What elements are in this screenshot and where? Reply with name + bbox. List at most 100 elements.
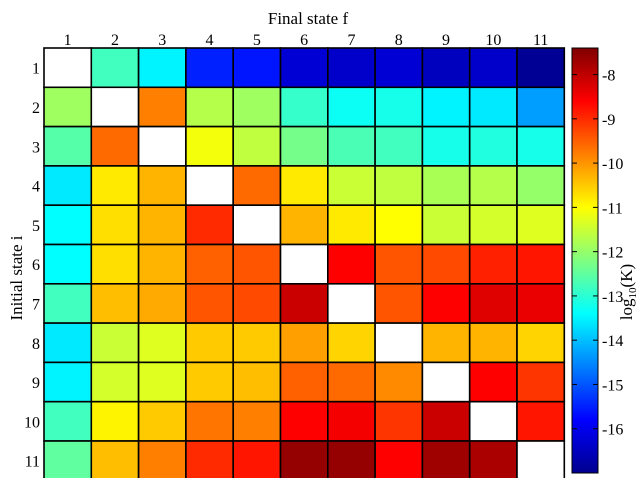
heatmap-cell (326, 204, 376, 246)
heatmap-cell (185, 86, 234, 128)
heatmap-cell (326, 400, 376, 442)
heatmap-cell (468, 440, 518, 482)
heatmap-cell (137, 125, 187, 167)
heatmap-cell (374, 322, 424, 364)
heatmap-cell (137, 243, 187, 285)
heatmap-cell (43, 322, 93, 364)
y-tick-label: 7 (32, 296, 40, 313)
heatmap-cell (374, 125, 424, 167)
heatmap-cell (232, 47, 282, 89)
heatmap-cell (232, 440, 282, 482)
heatmap-cell (185, 322, 234, 364)
heatmap-cell (421, 400, 471, 442)
heatmap-cell (468, 361, 518, 403)
heatmap-cell (421, 47, 471, 89)
heatmap-cell (326, 322, 376, 364)
heatmap-cell (468, 165, 518, 206)
heatmap-cell (516, 243, 566, 285)
heatmap-cell (326, 165, 376, 206)
heatmap-cell (185, 204, 234, 246)
heatmap-cell (516, 440, 566, 482)
heatmap-cell (185, 282, 234, 324)
heatmap-cell (421, 322, 471, 364)
heatmap-cell (516, 204, 566, 246)
heatmap-cell (90, 125, 140, 167)
x-tick-label: 9 (442, 32, 450, 49)
heatmap-cell (468, 400, 518, 442)
colorbar-tick-label: -10 (602, 156, 623, 173)
x-tick-label: 4 (206, 32, 214, 49)
heatmap-cell (90, 322, 140, 364)
y-tick-label: 2 (32, 100, 40, 117)
heatmap-cell (326, 125, 376, 167)
heatmap-cell (232, 361, 282, 403)
y-tick-label: 6 (32, 257, 40, 274)
heatmap-cell (421, 125, 471, 167)
heatmap-cell (185, 165, 234, 206)
heatmap-cell (137, 204, 187, 246)
heatmap-cell (90, 204, 140, 246)
x-tick-label: 6 (300, 32, 308, 49)
heatmap-cell (90, 86, 140, 128)
heatmap-cell (279, 243, 329, 285)
heatmap-cell (137, 86, 187, 128)
y-axis-label: Initial state i (7, 235, 26, 320)
heatmap-cell (232, 282, 282, 324)
heatmap-cell (326, 282, 376, 324)
heatmap-cell (468, 47, 518, 89)
heatmap-cell (374, 282, 424, 324)
heatmap-cell (43, 165, 93, 206)
heatmap-cell (516, 47, 566, 89)
heatmap-cell (232, 125, 282, 167)
heatmap-cell (232, 204, 282, 246)
heatmap-cell (516, 400, 566, 442)
x-axis-label: Final state f (268, 9, 349, 28)
colorbar-tick-label: -16 (602, 422, 623, 439)
heatmap-cell (421, 204, 471, 246)
heatmap-cell (279, 282, 329, 324)
y-tick-label: 4 (32, 179, 40, 196)
heatmap-cell (421, 86, 471, 128)
heatmap-cell (279, 322, 329, 364)
heatmap-cell (279, 165, 329, 206)
heatmap-cell (137, 165, 187, 206)
x-tick-labels: 1 2 3 4 5 6 7 8 9 10 11 (64, 32, 549, 49)
heatmap-cell (279, 204, 329, 246)
heatmap-cell (421, 440, 471, 482)
heatmap-cell (137, 47, 187, 89)
heatmap-cell (279, 125, 329, 167)
heatmap-cell (421, 282, 471, 324)
heatmap-cell (279, 86, 329, 128)
heatmap-cell (374, 361, 424, 403)
x-tick-label: 2 (111, 32, 119, 49)
heatmap-cell (421, 361, 471, 403)
colorbar-tick-label: -14 (602, 333, 623, 350)
heatmap-cell (516, 165, 566, 206)
heatmap-cell (516, 322, 566, 364)
heatmap-cell (90, 282, 140, 324)
heatmap-cell (43, 47, 93, 89)
heatmap-cell (516, 86, 566, 128)
heatmap-cell (326, 243, 376, 285)
heatmap-cell (185, 440, 234, 482)
heatmap-cell (137, 440, 187, 482)
heatmap-cell (468, 282, 518, 324)
heatmap-cell (326, 47, 376, 89)
colorbar-ticks: -16 -15 -14 -13 -12 -11 -10 -9 -8 (572, 68, 623, 439)
heatmap-cell (468, 322, 518, 364)
x-tick-label: 3 (158, 32, 166, 49)
heatmap-cell (90, 440, 140, 482)
colorbar-tick-label: -13 (602, 289, 623, 306)
colorbar-label-sub: 10 (627, 287, 639, 299)
y-tick-label: 5 (32, 218, 40, 235)
heatmap-cell (90, 400, 140, 442)
y-tick-label: 3 (32, 139, 40, 156)
x-tick-label: 11 (533, 32, 548, 49)
colorbar-tick-label: -8 (602, 68, 615, 85)
colorbar (571, 47, 599, 474)
heatmap-cell (43, 125, 93, 167)
y-tick-label: 10 (24, 414, 40, 431)
heatmap-cell (279, 440, 329, 482)
heatmap-cell (468, 204, 518, 246)
